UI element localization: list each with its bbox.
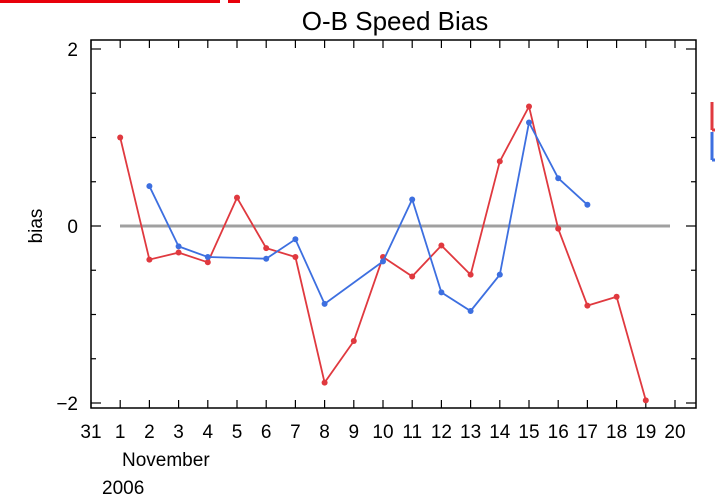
series-point-1 xyxy=(496,158,503,165)
series-point-2 xyxy=(526,119,532,126)
x-tick-label: 17 xyxy=(577,422,598,443)
x-tick-label: 20 xyxy=(664,422,685,443)
plot-frame xyxy=(90,39,697,409)
series-point-1 xyxy=(292,253,299,260)
series-point-1 xyxy=(146,256,153,263)
series-point-1 xyxy=(234,194,240,201)
series-point-2 xyxy=(409,196,416,203)
series-point-1 xyxy=(117,134,124,141)
header-fragment-line xyxy=(0,0,220,3)
x-tick-label: 6 xyxy=(261,422,272,443)
series-point-2 xyxy=(438,289,445,296)
series-point-1 xyxy=(321,379,328,386)
chart-title: O-B Speed Bias xyxy=(302,6,488,36)
x-tick-label: 3 xyxy=(173,422,184,443)
series-point-2 xyxy=(292,236,299,243)
x-tick-label: 1 xyxy=(115,422,126,443)
series-line-2 xyxy=(148,119,589,313)
series-point-1 xyxy=(175,249,182,256)
series-point-2 xyxy=(496,271,503,278)
y-tick-label: 2 xyxy=(67,40,78,61)
series-point-2 xyxy=(584,201,591,208)
series-point-1 xyxy=(263,245,270,252)
series-point-2 xyxy=(263,255,270,262)
x-axis-ticks: 31 1 2 3 4 5 6 7 8 9 10 11 12 13 14 15 16 17 18 19 20 xyxy=(80,40,686,443)
x-tick-label: 19 xyxy=(635,422,656,443)
x-tick-label: 8 xyxy=(319,422,330,443)
series-point-1 xyxy=(409,273,416,280)
x-month-label: November xyxy=(122,450,210,471)
series-point-2 xyxy=(555,175,562,182)
series-layer xyxy=(117,103,649,404)
x-year-label: 2006 xyxy=(102,478,144,497)
series-point-1 xyxy=(642,397,649,404)
series-point-1 xyxy=(204,259,211,266)
x-tick-label: 2 xyxy=(144,422,155,443)
header-fragment-dot xyxy=(228,0,240,3)
x-tick-label: 9 xyxy=(349,422,360,443)
y-tick-label: −2 xyxy=(56,394,78,415)
header-fragment xyxy=(0,0,240,3)
x-tick-label: 5 xyxy=(232,422,243,443)
series-point-1 xyxy=(526,103,532,110)
x-tick-label: 15 xyxy=(518,422,539,443)
y-axis-label: bias xyxy=(26,209,47,244)
y-axis-ticks: −2 0 2 xyxy=(56,40,696,415)
series-point-2 xyxy=(321,300,328,307)
x-tick-label: 16 xyxy=(548,422,569,443)
series-point-2 xyxy=(467,307,474,314)
x-tick-label: 11 xyxy=(402,422,422,443)
series-point-1 xyxy=(613,293,620,300)
series-point-1 xyxy=(350,338,357,345)
x-tick-label: 10 xyxy=(372,422,393,443)
x-tick-label: 31 xyxy=(80,422,101,443)
x-tick-label: 12 xyxy=(431,422,452,443)
x-tick-label: 18 xyxy=(606,422,627,443)
y-tick-label: 0 xyxy=(67,217,78,238)
x-tick-label: 14 xyxy=(489,422,511,443)
series-point-1 xyxy=(438,242,445,249)
series-point-2 xyxy=(146,183,153,190)
series-point-2 xyxy=(204,253,211,260)
x-tick-label: 13 xyxy=(460,422,481,443)
series-point-1 xyxy=(584,302,591,309)
series-point-1 xyxy=(467,271,474,278)
series-point-2 xyxy=(380,258,386,265)
x-tick-label: 4 xyxy=(203,422,214,443)
x-tick-label: 7 xyxy=(290,422,301,443)
series-point-1 xyxy=(555,225,562,232)
series-point-2 xyxy=(175,243,182,250)
